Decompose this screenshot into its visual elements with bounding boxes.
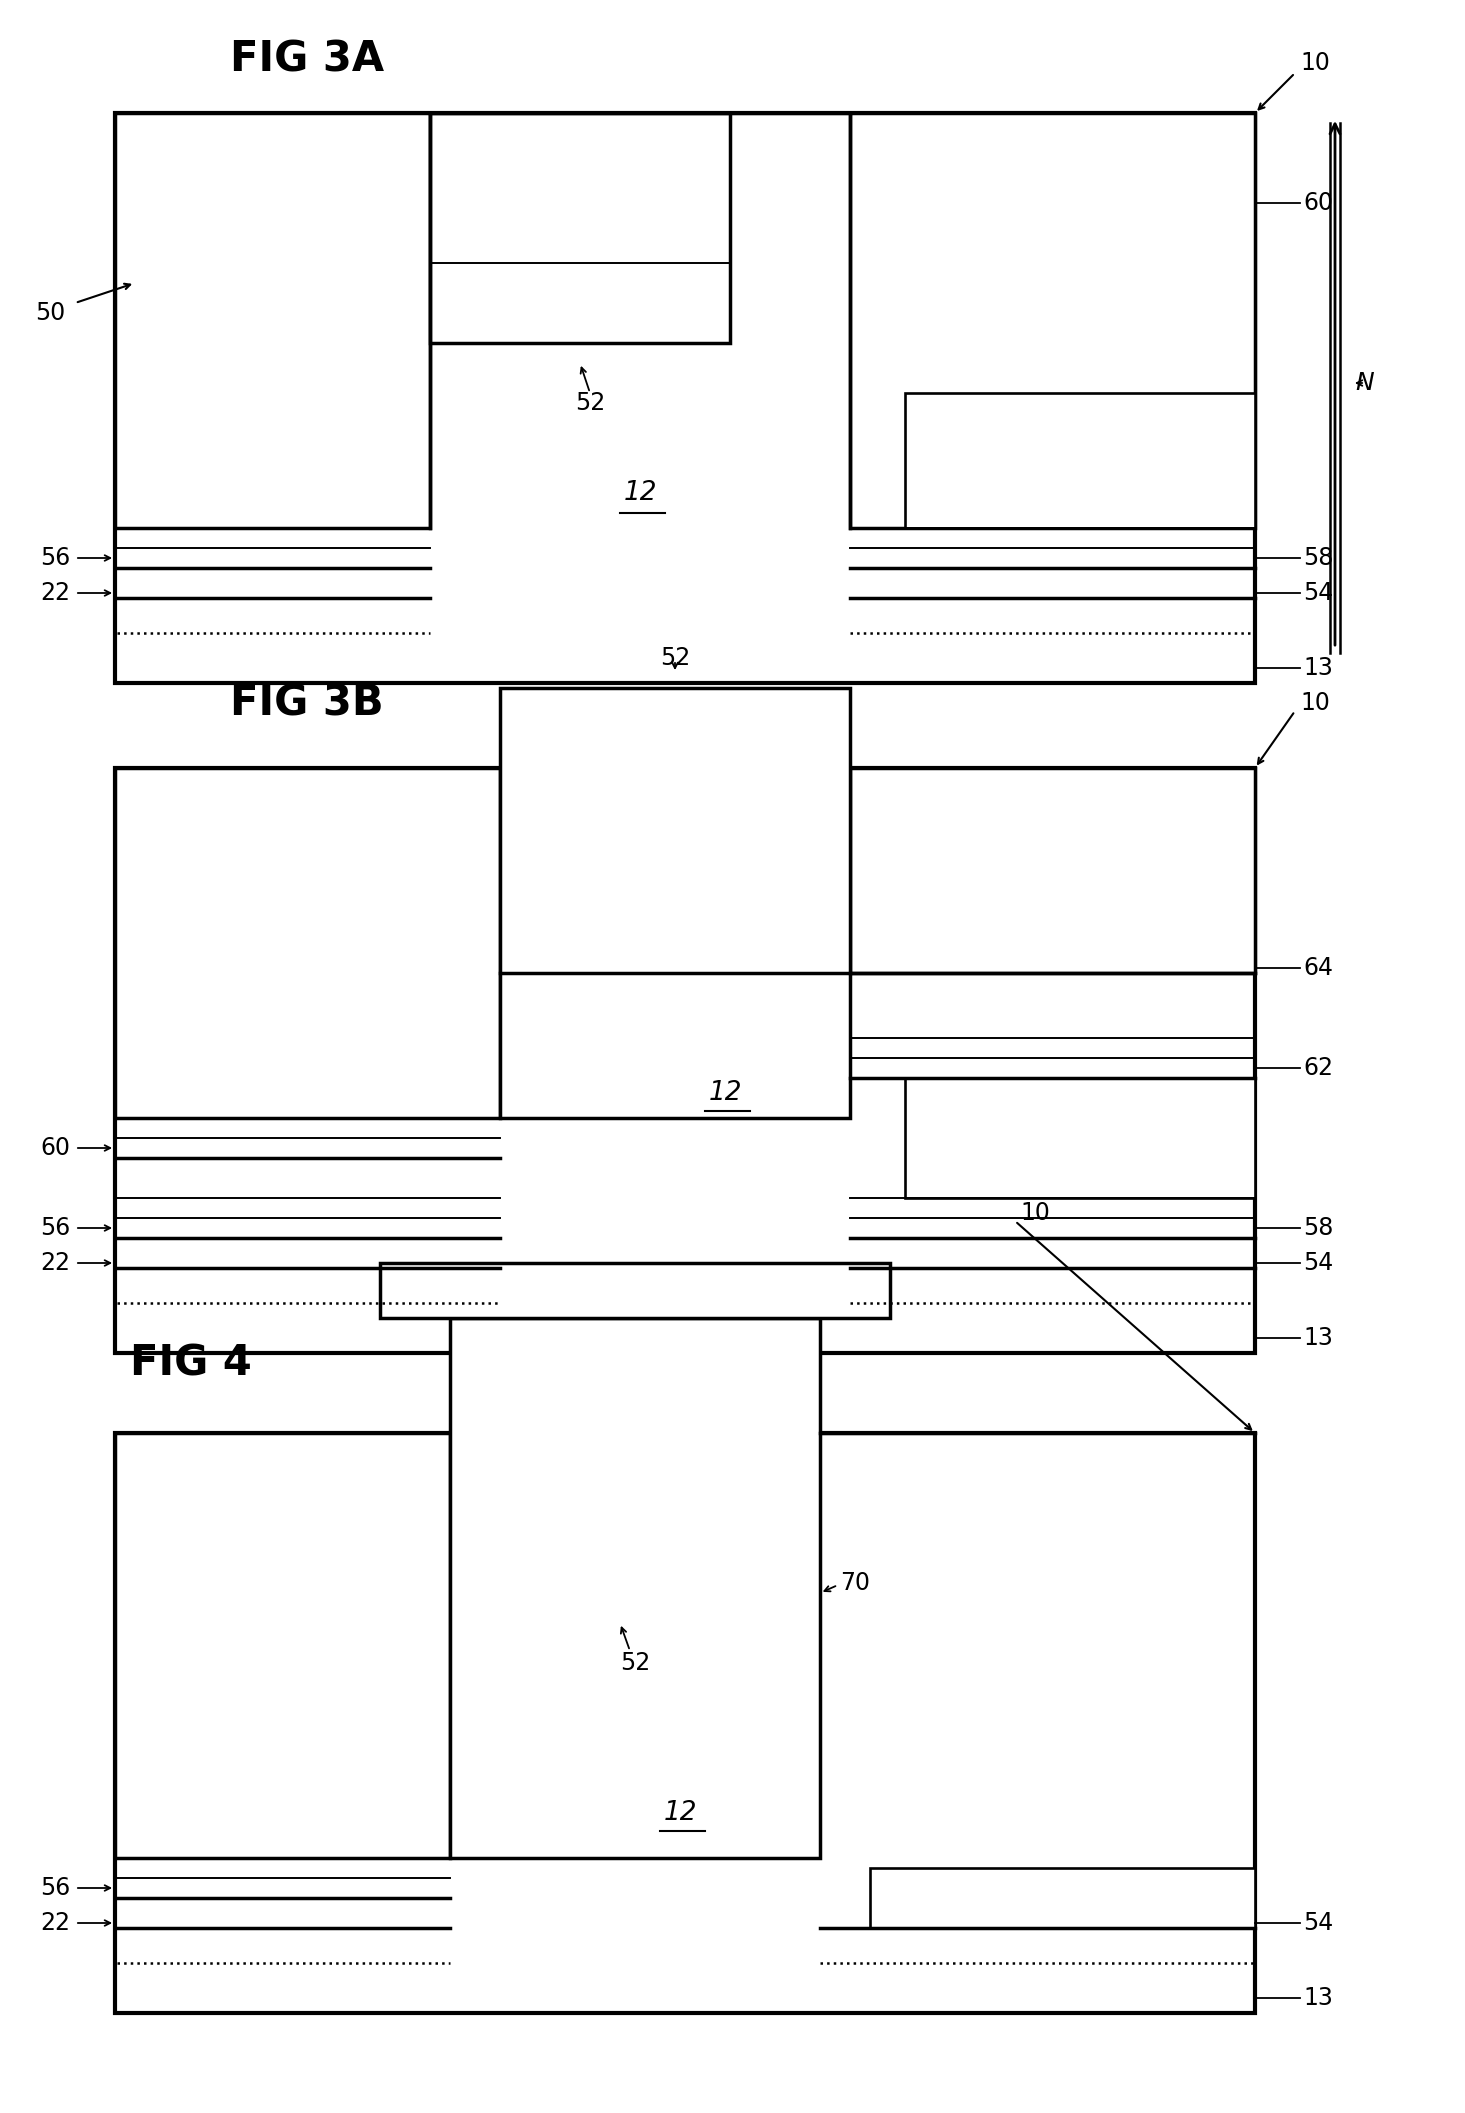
Bar <box>870 1868 1256 1927</box>
Text: 60: 60 <box>1302 190 1333 216</box>
Text: N: N <box>1355 372 1374 395</box>
Text: 13: 13 <box>1302 1986 1333 2009</box>
Text: 50: 50 <box>35 300 64 325</box>
Bar <box>905 1078 1256 1198</box>
Bar <box>114 112 1256 682</box>
Text: 52: 52 <box>659 647 690 670</box>
Text: 10: 10 <box>1299 51 1330 74</box>
Bar <box>905 393 1256 528</box>
Text: 54: 54 <box>1302 1910 1333 1936</box>
Text: 52: 52 <box>620 1650 650 1676</box>
Text: 62: 62 <box>1302 1056 1333 1080</box>
Text: 70: 70 <box>839 1570 870 1595</box>
Bar <box>114 767 1256 1352</box>
Text: 12: 12 <box>623 480 656 505</box>
Text: 12: 12 <box>664 1800 697 1826</box>
Text: 13: 13 <box>1302 655 1333 680</box>
Text: 10: 10 <box>1020 1200 1050 1226</box>
Text: 22: 22 <box>40 1910 70 1936</box>
Text: FIG 3B: FIG 3B <box>230 682 384 725</box>
Text: 56: 56 <box>40 545 70 571</box>
Bar <box>114 112 431 528</box>
Text: 22: 22 <box>40 581 70 604</box>
Text: 56: 56 <box>40 1215 70 1240</box>
Text: 13: 13 <box>1302 1327 1333 1350</box>
Text: 12: 12 <box>708 1080 741 1105</box>
Text: 60: 60 <box>40 1137 70 1160</box>
Bar <box>431 112 730 342</box>
Text: 64: 64 <box>1302 955 1333 980</box>
Text: 58: 58 <box>1302 1215 1333 1240</box>
Bar <box>850 767 1256 972</box>
Bar <box>379 1264 891 1319</box>
Text: FIG 4: FIG 4 <box>130 1344 252 1384</box>
Text: 10: 10 <box>1299 691 1330 714</box>
Bar <box>450 1319 820 1857</box>
Bar <box>500 689 850 1118</box>
Text: 56: 56 <box>40 1876 70 1900</box>
Bar <box>114 767 500 1118</box>
Text: 54: 54 <box>1302 581 1333 604</box>
Bar <box>114 1433 1256 2014</box>
Text: 22: 22 <box>40 1251 70 1274</box>
Bar <box>850 112 1256 528</box>
Text: 54: 54 <box>1302 1251 1333 1274</box>
Text: 52: 52 <box>574 391 605 414</box>
Text: 58: 58 <box>1302 545 1333 571</box>
Text: FIG 3A: FIG 3A <box>230 38 384 80</box>
Bar <box>114 1433 450 1857</box>
